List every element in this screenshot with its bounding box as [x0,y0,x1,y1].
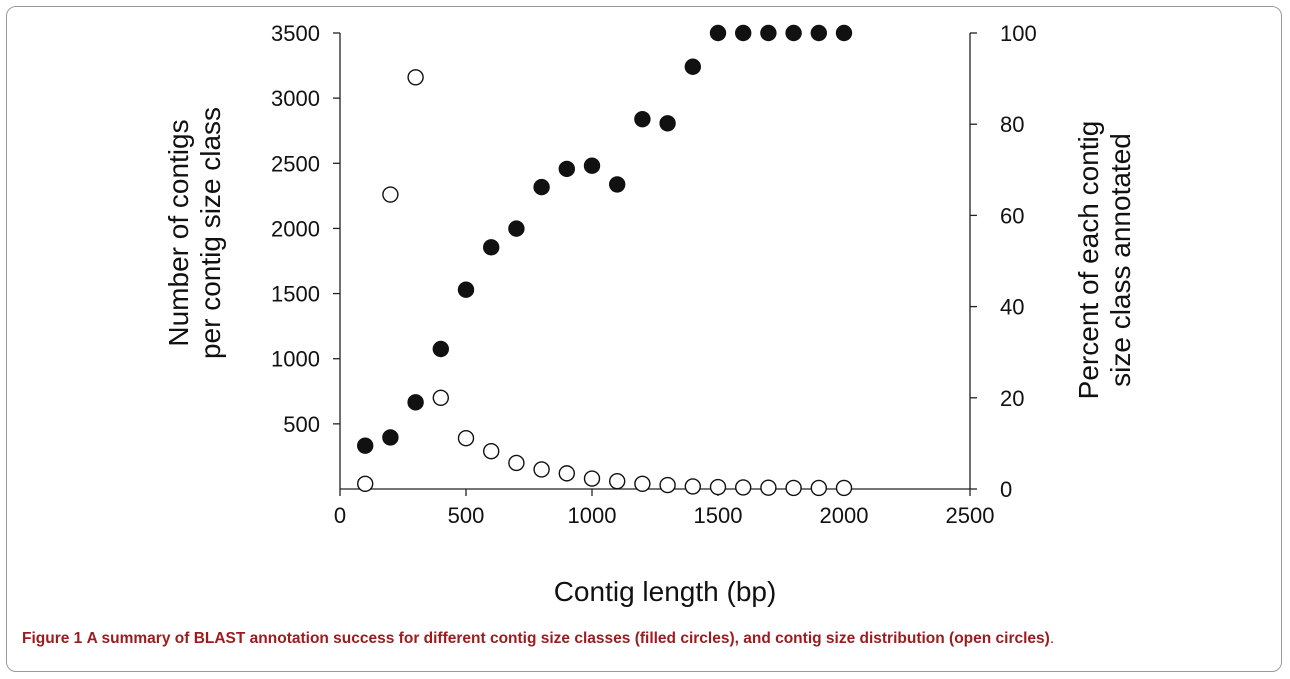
figure-caption: Figure 1 A summary of BLAST annotation s… [22,628,1270,649]
percent-annotated-point [735,24,752,42]
contig-count-point [508,454,525,472]
percent-annotated-point [810,24,827,42]
contig-count-point [810,479,827,497]
percent-annotated-point [483,239,500,256]
contig-count-point [457,429,475,447]
percent-annotated-point [457,281,475,298]
contig-count-point [533,461,550,478]
x-tick-label: 2000 [820,503,869,528]
y-left-tick-label: 1000 [271,347,320,372]
percent-annotated-point [709,24,727,42]
y-right-tick-label: 100 [1000,21,1037,46]
caption-end: . [1049,630,1055,647]
y-left-axis-title-line: Number of contigs [163,119,194,346]
x-tick-label: 2500 [946,503,995,528]
percent-annotated-point [407,394,424,411]
chart: 0 500 1000 1500 2000 250050010001500200025003… [163,21,1136,607]
y-left-tick-label: 3000 [271,86,320,111]
y-left-tick-label: 2500 [271,151,320,176]
contig-count-point [760,479,777,496]
percent-annotated-point [684,58,701,75]
y-right-tick-label: 20 [1000,386,1024,411]
chart-ticks: 0 500 1000 1500 2000 250050010001500200025003… [271,21,1037,528]
contig-count-point [407,69,424,86]
contig-count-point [634,475,651,492]
y-left-axis-title: Number of contigs per contig size class [163,107,226,359]
y-right-axis-title: Percent of each contig size class annotat… [1073,121,1136,400]
y-right-axis-title-line: size class annotated [1105,133,1136,387]
contig-count-point [357,475,374,492]
y-right-axis-title-line: Percent of each contig [1073,121,1104,400]
percent-annotated-point [785,24,802,42]
y-left-axis-title-line: per contig size class [195,107,226,359]
chart-titles: Contig length (bp) Number of contigs per c… [163,107,1136,607]
y-right-tick-label: 40 [1000,295,1024,320]
caption-text: A summary of BLAST annotation success fo… [86,630,1050,647]
contig-count-point [609,472,626,490]
y-right-tick-label: 60 [1000,203,1024,228]
percent-annotated-point [357,437,374,454]
x-tick-label: 1500 [694,503,743,528]
percent-annotated-point [533,178,550,196]
percent-annotated-point [583,157,601,174]
contig-count-point [684,478,701,495]
y-left-tick-label: 500 [283,412,320,437]
percent-annotated-point [609,176,626,193]
percent-annotated-point [558,160,575,178]
y-left-tick-label: 1500 [271,282,320,307]
contig-count-point [382,186,399,203]
contig-count-point [483,443,500,460]
y-right-tick-label: 80 [1000,112,1024,137]
x-tick-label: 1000 [568,503,617,528]
percent-annotated-point [835,24,853,42]
percent-annotated-point [760,24,777,42]
percent-annotated-point [659,115,676,132]
contig-count-point [835,479,853,497]
contig-count-point [583,470,601,487]
contig-count-point [659,476,676,494]
contig-count-point [785,479,802,497]
y-left-tick-label: 3500 [271,21,320,46]
percent-annotated-point [432,340,449,358]
contig-count-point [558,465,575,482]
x-axis-title: Contig length (bp) [554,576,777,607]
percent-annotated-point [508,220,525,237]
caption-label: Figure 1 [22,630,83,647]
contig-count-point [432,389,449,406]
y-right-tick-label: 0 [1000,477,1012,502]
percent-annotated-point [634,110,651,128]
y-left-tick-label: 2000 [271,216,320,241]
x-tick-label: 0 [334,503,346,528]
contig-count-point [735,479,752,496]
chart-points [357,24,853,497]
x-tick-label: 500 [448,503,485,528]
contig-count-point [709,478,727,496]
percent-annotated-point [382,429,399,446]
chart-axes [339,33,971,490]
